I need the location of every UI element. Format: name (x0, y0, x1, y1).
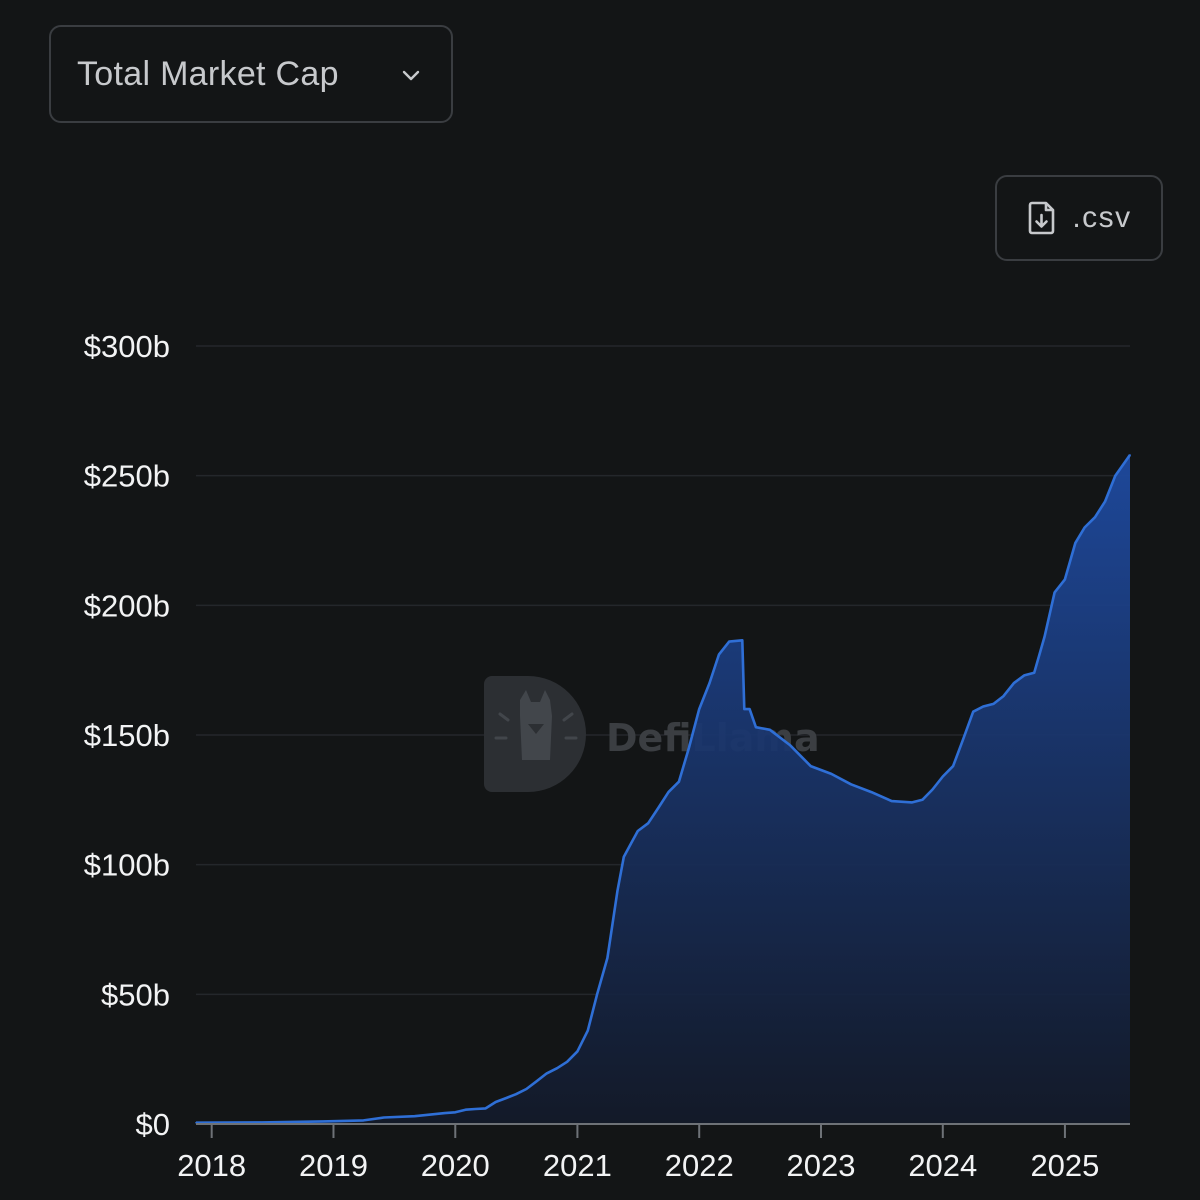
data-point (830, 773, 833, 775)
data-point (566, 1061, 568, 1063)
data-point (755, 726, 757, 728)
data-point (952, 765, 954, 767)
data-point (962, 739, 964, 741)
data-point (728, 640, 730, 643)
x-tick-label: 2022 (665, 1148, 734, 1183)
data-point (748, 708, 751, 710)
data-point (525, 1088, 528, 1090)
data-point (688, 747, 690, 749)
x-tick-label: 2024 (908, 1148, 977, 1183)
data-point (870, 791, 873, 793)
data-point (1033, 672, 1035, 674)
data-point (992, 703, 995, 705)
data-point (630, 843, 632, 845)
data-point (850, 783, 852, 786)
data-point (718, 653, 720, 656)
data-point (1064, 578, 1066, 581)
axes: $0 $50b $100b $150b $200b $250b $300b 2018 2019 2… (84, 329, 1130, 1183)
data-point (383, 1116, 385, 1119)
data-point (1104, 500, 1106, 503)
data-point (1002, 695, 1005, 697)
data-point (576, 1050, 579, 1053)
data-point (1043, 635, 1046, 638)
data-point (1023, 674, 1025, 677)
data-point (261, 1121, 263, 1124)
data-point (743, 708, 746, 710)
data-point (556, 1067, 558, 1069)
csv-download-button[interactable]: .csv (995, 175, 1163, 261)
data-point (413, 1115, 416, 1117)
data-point (474, 1108, 477, 1110)
y-tick-label: $200b (84, 588, 170, 623)
data-point (637, 830, 639, 832)
data-point (789, 744, 792, 747)
data-point (454, 1111, 457, 1114)
data-point (1083, 526, 1086, 529)
chevron-down-icon (402, 70, 420, 81)
data-point (596, 993, 598, 996)
data-point (464, 1108, 467, 1111)
series-layer (195, 454, 1132, 1124)
data-point (1074, 542, 1077, 544)
data-point (647, 822, 649, 824)
data-point (769, 729, 771, 731)
data-point (623, 856, 625, 858)
data-point (982, 705, 984, 708)
y-tick-label: $100b (84, 848, 170, 883)
data-point (678, 780, 680, 783)
y-tick-label: $300b (84, 329, 170, 364)
data-point (535, 1080, 538, 1082)
x-tick-label: 2018 (177, 1148, 246, 1183)
data-point (809, 765, 812, 767)
data-point (667, 791, 670, 793)
x-tick-label: 2023 (787, 1148, 856, 1183)
data-point (1129, 454, 1131, 456)
y-tick-label: $150b (84, 718, 170, 753)
data-point (505, 1097, 507, 1099)
metric-selector-label: Total Market Cap (77, 54, 339, 93)
y-tick-label: $50b (101, 977, 170, 1012)
data-point (1114, 474, 1117, 477)
data-point (494, 1101, 497, 1103)
data-point (545, 1072, 548, 1075)
data-point (515, 1093, 517, 1095)
data-point (942, 775, 944, 778)
data-point (921, 799, 924, 801)
data-point (362, 1119, 365, 1122)
x-tick-label: 2021 (543, 1148, 612, 1183)
data-point (931, 788, 934, 791)
data-point (587, 1029, 589, 1032)
data-point (322, 1120, 324, 1123)
series-area (196, 454, 1130, 1124)
data-point (708, 682, 711, 684)
file-download-icon (1029, 201, 1055, 235)
data-point (606, 957, 609, 959)
data-point (484, 1107, 487, 1110)
y-tick-label: $0 (136, 1107, 170, 1142)
data-point (741, 639, 744, 642)
data-point (657, 806, 660, 809)
x-tick-label: 2020 (421, 1148, 490, 1183)
x-tick-label: 2019 (299, 1148, 368, 1183)
data-point (698, 708, 700, 710)
metric-selector[interactable]: Total Market Cap (49, 25, 453, 123)
csv-button-label: .csv (1072, 201, 1132, 234)
data-point (1094, 516, 1096, 518)
data-point (890, 800, 893, 802)
data-point (616, 889, 619, 892)
llama-logo-icon (484, 676, 586, 792)
data-point (911, 801, 913, 804)
data-point (1053, 591, 1056, 594)
y-tick-label: $250b (84, 459, 170, 494)
data-point (972, 710, 974, 713)
x-tick-label: 2025 (1030, 1148, 1099, 1183)
data-point (1013, 682, 1015, 684)
data-point (444, 1112, 446, 1114)
